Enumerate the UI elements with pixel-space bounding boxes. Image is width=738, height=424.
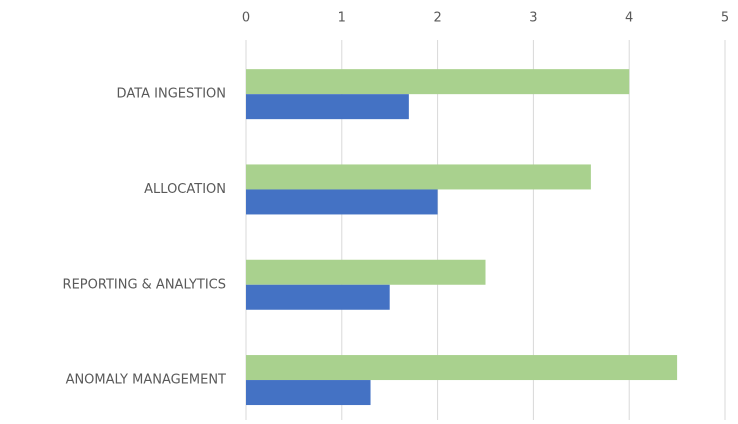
y-tick-label: DATA INGESTION — [117, 87, 226, 102]
x-tick-label: 3 — [529, 11, 537, 26]
bar — [246, 164, 591, 190]
bar — [246, 259, 486, 285]
bar — [246, 189, 438, 215]
y-tick-label: REPORTING & ANALYTICS — [63, 277, 226, 292]
bar — [246, 284, 390, 310]
x-tick-label: 1 — [338, 11, 346, 26]
x-tick-label: 0 — [242, 11, 250, 26]
x-tick-label: 5 — [721, 11, 729, 26]
x-tick-label: 4 — [625, 11, 633, 26]
y-tick-label: ANOMALY MANAGEMENT — [66, 373, 226, 388]
bar — [246, 380, 371, 406]
y-tick-label: ALLOCATION — [144, 182, 226, 197]
x-tick-label: 2 — [433, 11, 441, 26]
bar — [246, 94, 409, 120]
bar — [246, 355, 678, 381]
bar — [246, 69, 630, 95]
